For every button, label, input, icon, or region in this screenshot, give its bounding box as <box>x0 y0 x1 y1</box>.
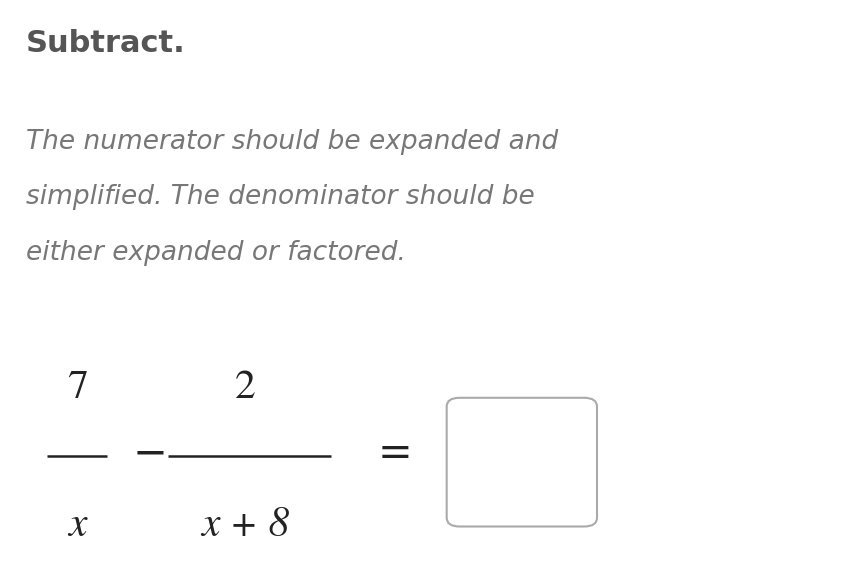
Text: x + 8: x + 8 <box>201 506 289 545</box>
FancyBboxPatch shape <box>447 398 597 526</box>
Text: 7: 7 <box>67 369 88 407</box>
Text: =: = <box>378 432 412 474</box>
Text: Subtract.: Subtract. <box>26 29 186 58</box>
Text: x: x <box>68 506 87 545</box>
Text: simplified. The denominator should be: simplified. The denominator should be <box>26 184 534 210</box>
Text: −: − <box>133 432 168 474</box>
Text: The numerator should be expanded and: The numerator should be expanded and <box>26 129 558 154</box>
Text: 2: 2 <box>235 369 255 407</box>
Text: either expanded or factored.: either expanded or factored. <box>26 240 405 266</box>
